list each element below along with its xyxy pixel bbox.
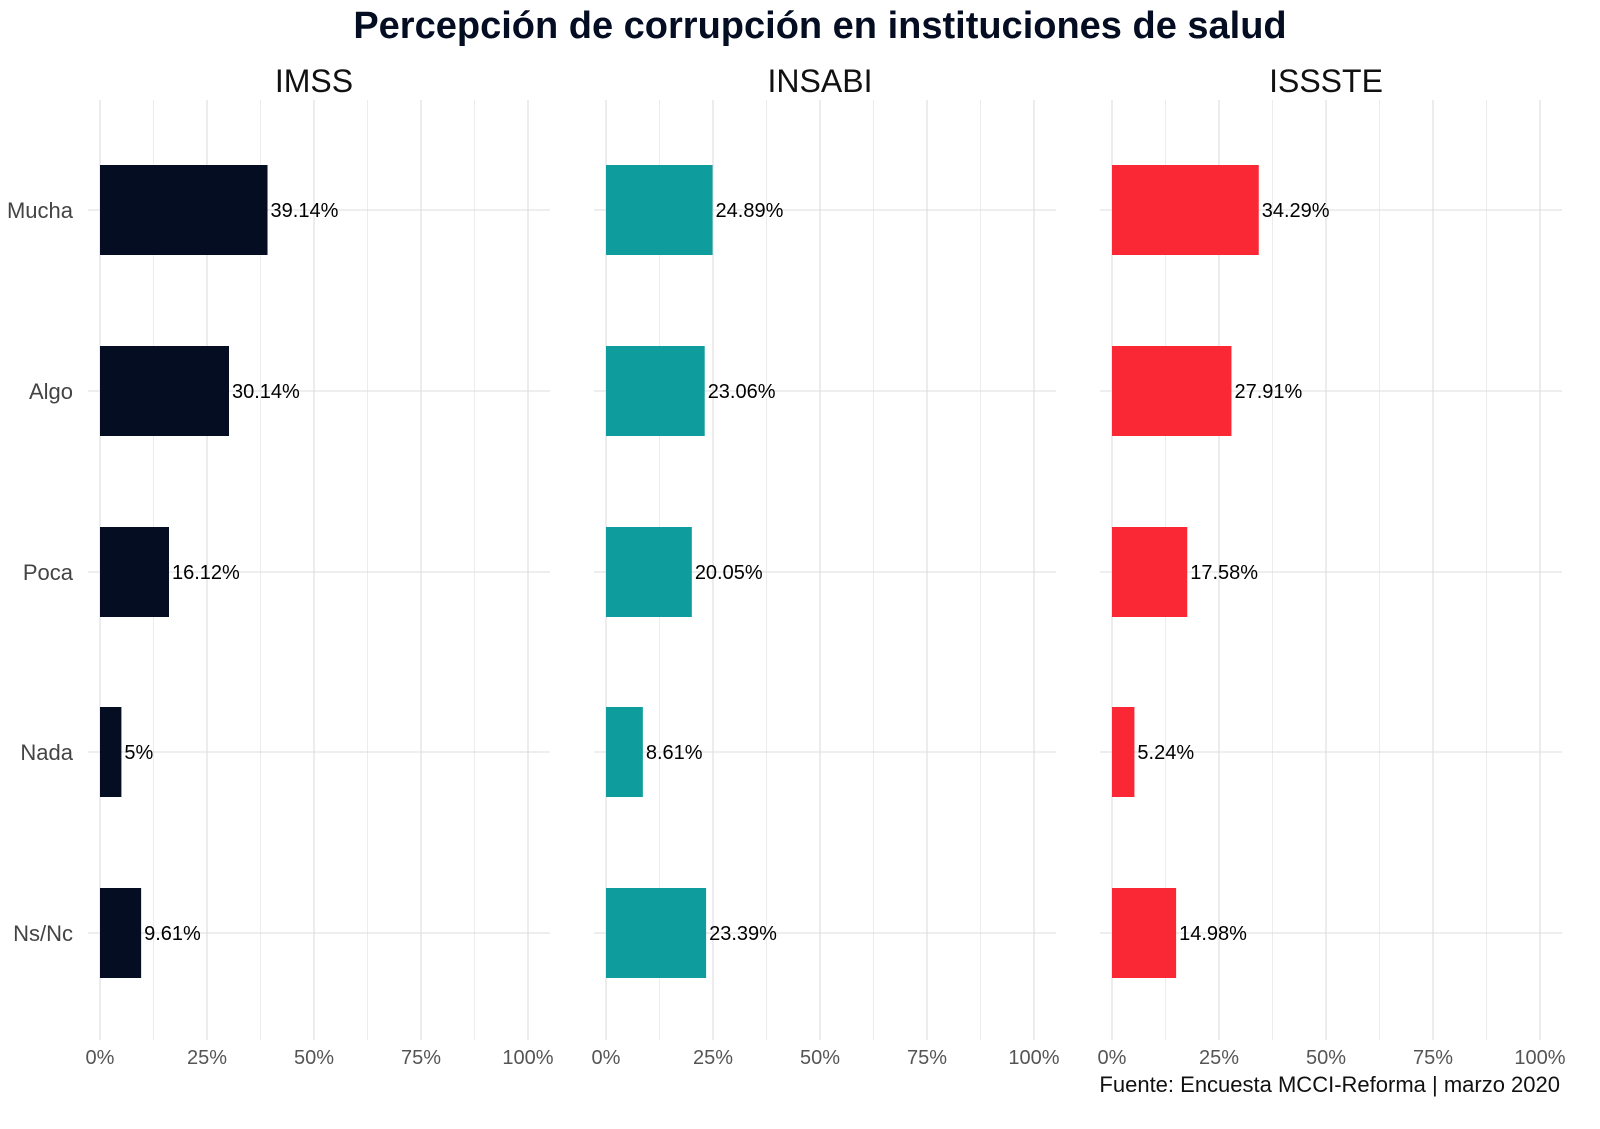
bar-algo: [606, 346, 705, 436]
bar-nsnc: [606, 888, 707, 978]
x-tick-label: 100%: [1514, 1047, 1565, 1069]
data-label: 20.05%: [695, 562, 763, 584]
y-category-label: Algo: [29, 379, 73, 404]
x-tick-label: 25%: [693, 1047, 733, 1069]
data-label: 9.61%: [144, 923, 201, 945]
x-tick-label: 25%: [1199, 1047, 1239, 1069]
x-tick-label: 75%: [1413, 1047, 1453, 1069]
data-label: 27.91%: [1234, 381, 1302, 403]
chart-title: Percepción de corrupción en institucione…: [353, 5, 1286, 47]
x-tick-label: 50%: [294, 1047, 334, 1069]
data-label: 30.14%: [232, 381, 300, 403]
data-label: 8.61%: [646, 742, 703, 764]
bar-algo: [1112, 346, 1232, 436]
data-label: 17.58%: [1190, 562, 1258, 584]
bar-poca: [100, 527, 169, 617]
x-tick-label: 0%: [1098, 1047, 1127, 1069]
bar-nsnc: [100, 888, 142, 978]
data-label: 34.29%: [1262, 200, 1330, 222]
x-tick-label: 0%: [86, 1047, 115, 1069]
x-tick-label: 75%: [401, 1047, 441, 1069]
x-tick-label: 50%: [1306, 1047, 1346, 1069]
bar-nada: [100, 707, 122, 797]
y-category-label: Mucha: [7, 198, 74, 223]
y-category-label: Poca: [23, 560, 74, 585]
bar-nada: [606, 707, 643, 797]
x-tick-label: 75%: [907, 1047, 947, 1069]
bar-nada: [1112, 707, 1135, 797]
panel-issste: ISSSTE 0% 25% 50% 75% 100% 34.29% 27.91% 17.58% 5…: [1098, 63, 1566, 1069]
bar-poca: [1112, 527, 1188, 617]
data-label: 39.14%: [271, 200, 339, 222]
panel-title: ISSSTE: [1269, 63, 1383, 99]
data-label: 5.24%: [1137, 742, 1194, 764]
data-label: 14.98%: [1179, 923, 1247, 945]
chart-caption: Fuente: Encuesta MCCI-Reforma | marzo 20…: [1099, 1072, 1560, 1097]
bar-mucha: [606, 165, 713, 255]
bar-mucha: [1112, 165, 1259, 255]
x-tick-label: 50%: [800, 1047, 840, 1069]
data-label: 23.06%: [708, 381, 776, 403]
y-category-label: Nada: [20, 740, 73, 765]
y-category-label: Ns/Nc: [13, 921, 73, 946]
x-tick-label: 25%: [187, 1047, 227, 1069]
x-tick-label: 100%: [502, 1047, 553, 1069]
data-label: 5%: [124, 742, 153, 764]
panel-insabi: INSABI 0% 25% 50% 75% 100% 24.89% 23.06% 20.05% 8…: [592, 63, 1060, 1069]
data-label: 24.89%: [716, 200, 784, 222]
panel-imss: IMSS 0% 25% 50% 75% 100% 39.14% 30.14% 16.12% 5% 9…: [86, 63, 554, 1069]
panel-title: IMSS: [275, 63, 353, 99]
x-tick-label: 0%: [592, 1047, 621, 1069]
panel-title: INSABI: [768, 63, 873, 99]
bar-mucha: [100, 165, 268, 255]
data-label: 16.12%: [172, 562, 240, 584]
bar-nsnc: [1112, 888, 1177, 978]
bar-poca: [606, 527, 692, 617]
bar-algo: [100, 346, 229, 436]
data-label: 23.39%: [709, 923, 777, 945]
x-tick-label: 100%: [1008, 1047, 1059, 1069]
